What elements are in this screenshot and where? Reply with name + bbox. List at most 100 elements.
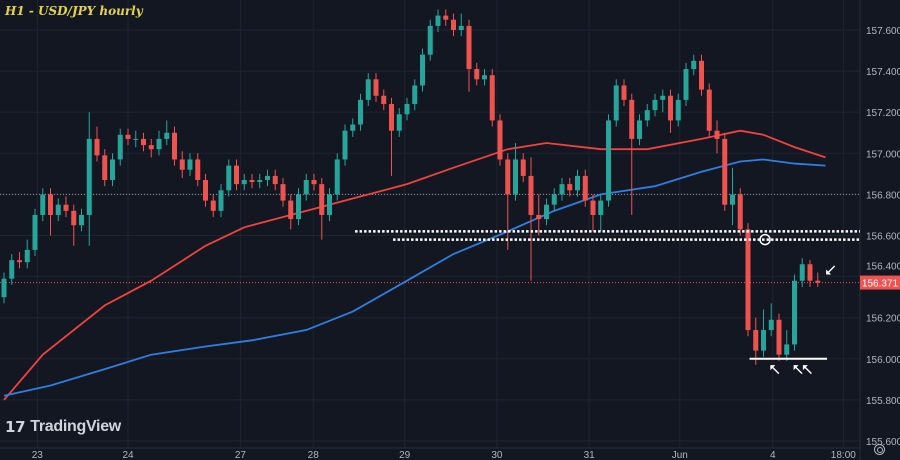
candle-body xyxy=(79,214,84,226)
moving-average-fast xyxy=(3,129,826,401)
candle-body xyxy=(815,280,821,283)
candle-body xyxy=(381,95,387,104)
candle-body xyxy=(675,99,681,121)
candle-body xyxy=(691,60,697,70)
candle-body xyxy=(249,180,255,183)
candle-body xyxy=(505,159,511,195)
candle-body xyxy=(280,184,286,201)
candle-body xyxy=(319,184,325,215)
last-price-badge xyxy=(860,275,900,290)
candle-body xyxy=(172,132,177,160)
candle-body xyxy=(110,159,115,181)
candle-body xyxy=(32,214,38,250)
candle-body xyxy=(629,99,635,139)
candle-body xyxy=(489,75,495,121)
time-tick-label: 18:00 xyxy=(831,450,856,460)
candle-body xyxy=(559,184,565,195)
candle-body xyxy=(551,194,557,205)
candle-body xyxy=(303,180,309,195)
tradingview-logo-icon: 𝟭𝟳 xyxy=(5,419,26,436)
candle-body xyxy=(582,175,588,201)
candle-body xyxy=(714,130,720,139)
candle-body xyxy=(148,145,154,150)
candle-body xyxy=(497,120,503,160)
candle-body xyxy=(528,175,534,215)
candle-body xyxy=(420,54,425,86)
candle-body xyxy=(288,200,294,220)
breakdown-circle-marker xyxy=(759,233,771,246)
candle-body xyxy=(474,69,480,80)
candle-body xyxy=(683,69,689,100)
candle-body xyxy=(567,184,573,191)
arrow-up-left-icon xyxy=(770,365,780,375)
price-tick-label: 156.600 xyxy=(866,232,900,243)
candle-body xyxy=(443,15,449,20)
last-price-label: 156.371 xyxy=(862,279,899,290)
candle-body xyxy=(311,180,317,185)
candle-body xyxy=(451,19,456,31)
price-tick-label: 156.800 xyxy=(866,190,900,201)
candle-body xyxy=(265,175,270,181)
candle-body xyxy=(327,194,332,215)
candle-body xyxy=(358,99,363,125)
candle-body xyxy=(799,264,805,281)
candle-body xyxy=(156,138,162,150)
candle-body xyxy=(272,175,278,185)
candle-body xyxy=(86,138,92,215)
candle-body xyxy=(536,214,542,220)
candle-body xyxy=(513,159,518,195)
candle-body xyxy=(141,138,146,146)
candle-body xyxy=(412,85,418,104)
candle-body xyxy=(792,280,797,345)
time-tick-label: 29 xyxy=(399,450,411,460)
candle-body xyxy=(784,344,790,355)
candle-body xyxy=(226,165,232,191)
candle-body xyxy=(179,159,185,170)
price-tick-label: 155.600 xyxy=(866,437,900,448)
tradingview-logo[interactable]: 𝟭𝟳 TradingView xyxy=(5,418,121,436)
candle-body xyxy=(753,330,759,351)
candle-body xyxy=(652,99,658,111)
candle-body xyxy=(241,180,247,185)
candle-body xyxy=(435,15,441,26)
candle-body xyxy=(48,194,53,215)
candle-body xyxy=(24,249,30,263)
candle-body xyxy=(389,103,394,131)
candle-body xyxy=(644,110,650,121)
price-tick-label: 157.600 xyxy=(866,26,900,37)
candle-body xyxy=(210,200,216,211)
logo-text: TradingView xyxy=(30,418,121,435)
candle-body xyxy=(637,120,642,139)
price-tick-label: 156.000 xyxy=(866,355,900,366)
candle-body xyxy=(660,95,666,100)
candle-body xyxy=(365,79,371,100)
candle-body xyxy=(373,79,379,96)
candle-body xyxy=(55,204,61,215)
candle-body xyxy=(590,200,596,215)
arrow-down-left-icon xyxy=(826,265,836,275)
candle-body xyxy=(807,264,813,281)
candle-body xyxy=(350,124,356,131)
candle-body xyxy=(102,155,108,181)
moving-average-slow xyxy=(3,158,826,397)
candle-body xyxy=(125,134,131,139)
candle-body xyxy=(768,319,774,331)
candle-body xyxy=(195,159,201,181)
time-tick-label: 23 xyxy=(32,450,44,460)
price-tick-label: 157.400 xyxy=(866,67,900,78)
candle-body xyxy=(776,319,782,355)
time-tick-label: 4 xyxy=(770,450,776,460)
candle-body xyxy=(544,204,549,220)
gear-icon[interactable] xyxy=(874,444,885,455)
candle-body xyxy=(63,204,69,211)
candle-body xyxy=(613,85,619,121)
candle-body xyxy=(730,194,735,205)
candle-body xyxy=(606,120,611,201)
candle-body xyxy=(133,138,139,140)
candle-body xyxy=(621,85,627,100)
candle-body xyxy=(257,180,263,183)
candle-body xyxy=(598,200,604,215)
candle-body xyxy=(94,138,100,156)
price-tick-label: 157.000 xyxy=(866,149,900,160)
